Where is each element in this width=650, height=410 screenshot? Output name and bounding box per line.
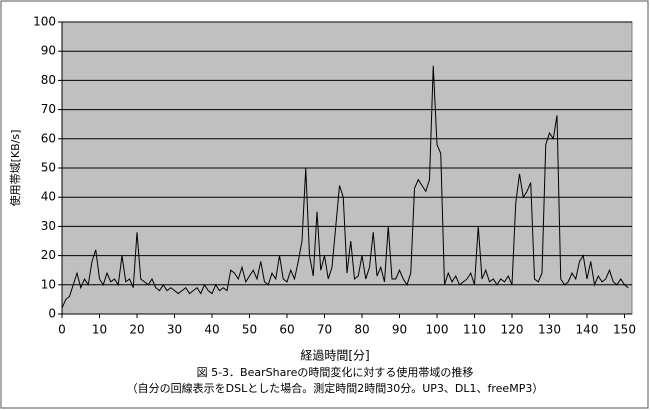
chart-subtitle: （自分の回線表示をDSLとした場合。測定時間2時間30分。UP3、DL1、fre… [127,381,544,395]
x-tick-label: 60 [279,323,294,337]
y-tick-label: 20 [41,248,56,262]
x-tick-label: 20 [129,323,144,337]
y-tick-label: 0 [48,307,56,321]
x-tick-label: 40 [204,323,219,337]
x-tick-label: 0 [58,323,66,337]
y-tick-label: 10 [41,277,56,291]
x-tick-label: 30 [167,323,182,337]
x-tick-label: 90 [392,323,407,337]
x-tick-label: 70 [317,323,332,337]
y-tick-label: 50 [41,161,56,175]
x-tick-label: 10 [92,323,107,337]
x-tick-label: 100 [426,323,449,337]
x-axis-label: 経過時間[分] [300,349,369,363]
x-tick-label: 110 [463,323,486,337]
y-tick-label: 70 [41,102,56,116]
y-tick-label: 90 [41,44,56,58]
x-tick-label: 80 [354,323,369,337]
y-tick-label: 30 [41,219,56,233]
y-tick-label: 60 [41,131,56,145]
chart-title: 図 5-3．BearShareの時間変化に対する使用帯域の推移 [197,365,474,379]
x-tick-label: 50 [242,323,257,337]
y-tick-label: 100 [33,15,56,29]
x-tick-label: 120 [501,323,524,337]
x-tick-label: 150 [613,323,636,337]
y-tick-label: 40 [41,190,56,204]
data-line [61,65,629,309]
y-tick-label: 80 [41,73,56,87]
x-tick-label: 130 [538,323,561,337]
x-tick-label: 140 [576,323,599,337]
y-axis-label: 使用帯域[KB/s] [9,130,22,207]
